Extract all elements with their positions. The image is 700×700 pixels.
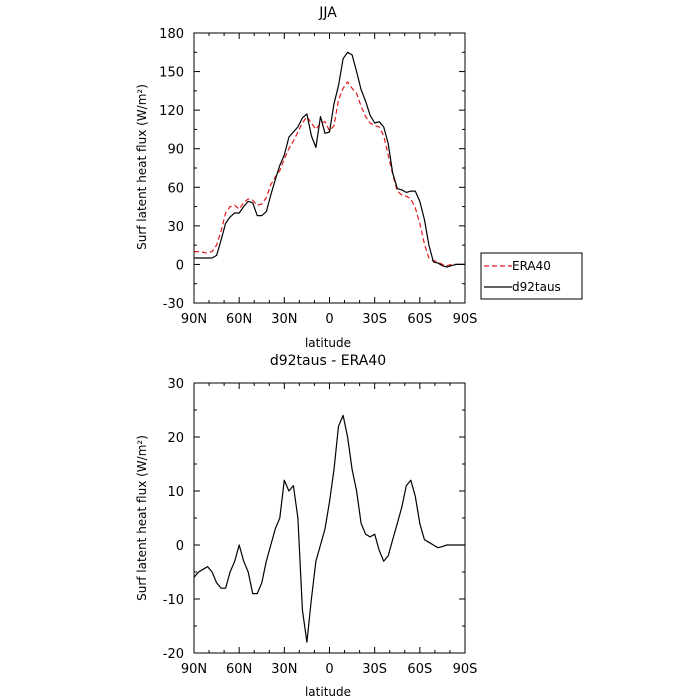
- top-chart-ytick-label: -30: [163, 297, 184, 312]
- bottom-chart-frame: [193, 382, 466, 654]
- top-chart-xtick-label: 60S: [407, 312, 432, 327]
- bottom-chart-ytick-label: 30: [167, 377, 184, 392]
- top-chart-title: JJA: [318, 5, 337, 21]
- bottom-chart-xtick-label: 0: [325, 662, 333, 677]
- bottom-chart-lines: [193, 414, 465, 643]
- top-chart-ytick-label: 60: [167, 181, 184, 196]
- top-chart-xtick-label: 90S: [453, 312, 478, 327]
- top-chart-xtick-label: 60N: [226, 312, 252, 327]
- bottom-chart-series-line-1: [193, 414, 465, 643]
- legend-label-d92taus: d92taus: [512, 280, 561, 294]
- top-chart-jja: JJA latitude Surf latent heat flux (W/m²…: [135, 5, 477, 350]
- bottom-chart-xlabel: latitude: [305, 685, 351, 699]
- bottom-chart-difference: d92taus - ERA40 latitude Surf latent hea…: [135, 353, 477, 699]
- legend-label-era40: ERA40: [512, 259, 551, 273]
- bottom-chart-xtick-label: 90S: [453, 662, 478, 677]
- top-chart-series-line-1: [194, 81, 465, 267]
- top-chart-xtick-label: 0: [325, 312, 333, 327]
- bottom-chart-xtick-label: 60N: [226, 662, 252, 677]
- top-chart-ylabel: Surf latent heat flux (W/m²): [135, 84, 149, 250]
- top-chart-ticks: 90N 60N 30N 0 30S 60S 90S -30 0 30 60 90 120 150 180: [159, 27, 477, 327]
- bottom-chart-ytick-label: 0: [176, 539, 184, 554]
- bottom-chart-xtick-label: 30S: [362, 662, 387, 677]
- top-chart-series-line-2: [194, 51, 465, 268]
- legend-box: [480, 252, 583, 300]
- top-chart-ytick-label: 30: [167, 220, 184, 235]
- top-chart-ytick-label: 90: [167, 143, 184, 158]
- bottom-chart-ylabel: Surf latent heat flux (W/m²): [135, 435, 149, 601]
- top-chart-xtick-label: 90N: [181, 312, 207, 327]
- top-chart-ytick-label: 120: [159, 104, 184, 119]
- bottom-chart-ytick-label: 10: [167, 485, 184, 500]
- bottom-chart-ytick-label: -10: [163, 593, 184, 608]
- bottom-chart-xtick-label: 60S: [407, 662, 432, 677]
- top-chart-ytick-label: 0: [176, 258, 184, 273]
- legend: ERA40 d92taus: [480, 252, 583, 300]
- top-chart-ytick-label: 150: [159, 66, 184, 81]
- top-chart-frame: [193, 32, 466, 304]
- top-chart-lines: [194, 51, 465, 268]
- bottom-chart-ticks: 90N 60N 30N 0 30S 60S 90S -20 -10 0 10 20 30: [163, 377, 478, 677]
- bottom-chart-xtick-label: 30N: [271, 662, 297, 677]
- top-chart-xtick-label: 30N: [271, 312, 297, 327]
- bottom-chart-xtick-label: 90N: [181, 662, 207, 677]
- top-chart-xlabel: latitude: [305, 336, 351, 350]
- bottom-chart-ytick-label: 20: [167, 431, 184, 446]
- top-chart-xtick-label: 30S: [362, 312, 387, 327]
- top-chart-ytick-label: 180: [159, 27, 184, 42]
- bottom-chart-ytick-label: -20: [163, 647, 184, 662]
- bottom-chart-title: d92taus - ERA40: [270, 353, 386, 369]
